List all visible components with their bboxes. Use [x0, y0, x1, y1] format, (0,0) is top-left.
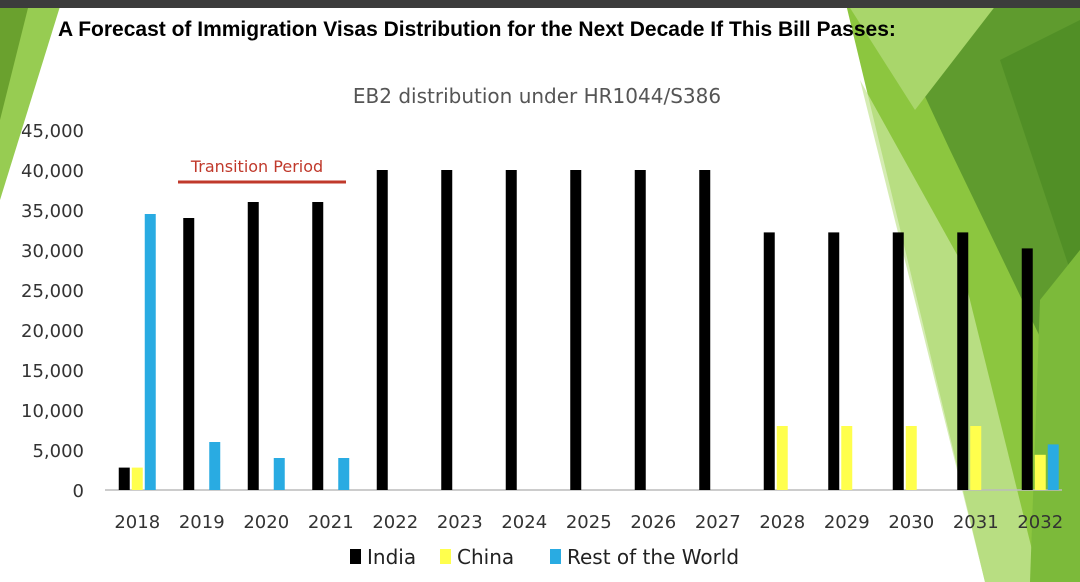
bar-india	[763, 232, 775, 490]
chart-title: EB2 distribution under HR1044/S386	[353, 84, 721, 108]
bar-india	[634, 170, 646, 490]
x-tick-label: 2022	[372, 512, 418, 533]
bar-india	[957, 232, 969, 490]
top-border	[0, 0, 1080, 8]
bar-india	[183, 218, 195, 490]
bar-rest-of-the-world	[144, 214, 156, 490]
x-tick-label: 2019	[179, 512, 225, 533]
x-axis: 2018 2019 2020 2021 2022 2023 2024 2025 2026 2027…	[114, 512, 1063, 533]
bar-rest-of-the-world	[209, 442, 221, 490]
bar-india	[505, 170, 517, 490]
y-tick-label: 10,000	[21, 401, 84, 422]
legend-swatch-india	[350, 549, 361, 564]
y-axis: 0 5,000 10,000 15,000 20,000 25,000 30,000 35,0…	[21, 121, 84, 502]
bar-india	[892, 232, 904, 490]
y-tick-label: 5,000	[32, 441, 84, 462]
bar-india	[699, 170, 711, 490]
bar-china	[776, 426, 788, 490]
bar-china	[970, 426, 982, 490]
bar-india	[312, 202, 324, 490]
chart-legend: India China Rest of the World	[350, 545, 739, 569]
legend-label: Rest of the World	[567, 545, 739, 569]
x-tick-label: 2020	[243, 512, 289, 533]
bar-rest-of-the-world	[273, 458, 285, 490]
bar-india	[376, 170, 388, 490]
bar-india	[441, 170, 453, 490]
x-tick-label: 2024	[501, 512, 547, 533]
y-tick-label: 0	[73, 481, 84, 502]
x-tick-label: 2030	[888, 512, 934, 533]
x-tick-label: 2029	[824, 512, 870, 533]
bar-india	[247, 202, 259, 490]
bar-china	[1034, 454, 1046, 490]
legend-swatch-rest-of-the-world	[550, 549, 561, 564]
x-tick-label: 2018	[114, 512, 160, 533]
y-tick-label: 40,000	[21, 161, 84, 182]
bar-china	[841, 426, 853, 490]
legend-label: China	[457, 545, 514, 569]
x-tick-label: 2027	[695, 512, 741, 533]
bar-india	[828, 232, 840, 490]
bar-india	[1021, 248, 1033, 490]
x-tick-label: 2021	[308, 512, 354, 533]
x-tick-label: 2023	[437, 512, 483, 533]
y-tick-label: 15,000	[21, 361, 84, 382]
bar-india	[118, 467, 130, 490]
x-tick-label: 2028	[759, 512, 805, 533]
bars	[118, 170, 1059, 490]
bar-rest-of-the-world	[338, 458, 350, 490]
y-tick-label: 35,000	[21, 201, 84, 222]
y-tick-label: 30,000	[21, 241, 84, 262]
y-tick-label: 20,000	[21, 321, 84, 342]
legend-label: India	[367, 545, 416, 569]
y-tick-label: 45,000	[21, 121, 84, 142]
legend-swatch-china	[440, 549, 451, 564]
slide-headline: A Forecast of Immigration Visas Distribu…	[58, 18, 896, 41]
bar-china	[905, 426, 917, 490]
bar-rest-of-the-world	[1047, 444, 1059, 490]
transition-period-annotation: Transition Period	[190, 157, 323, 176]
x-tick-label: 2025	[566, 512, 612, 533]
y-tick-label: 25,000	[21, 281, 84, 302]
x-tick-label: 2032	[1017, 512, 1063, 533]
bar-india	[570, 170, 582, 490]
bar-china	[131, 467, 143, 490]
x-tick-label: 2026	[630, 512, 676, 533]
x-tick-label: 2031	[953, 512, 999, 533]
